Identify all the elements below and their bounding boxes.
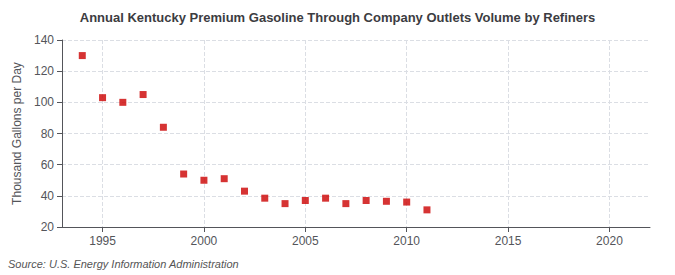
svg-text:Annual Kentucky Premium Gasoli: Annual Kentucky Premium Gasoline Through… (80, 10, 596, 25)
svg-text:Thousand Gallons per Day: Thousand Gallons per Day (10, 62, 24, 205)
svg-text:2015: 2015 (495, 234, 522, 248)
svg-text:2020: 2020 (596, 234, 623, 248)
svg-text:1995: 1995 (89, 234, 116, 248)
svg-text:80: 80 (41, 127, 55, 141)
svg-text:2000: 2000 (191, 234, 218, 248)
svg-text:40: 40 (41, 189, 55, 203)
svg-text:120: 120 (34, 64, 54, 78)
svg-text:2010: 2010 (393, 234, 420, 248)
svg-text:Source: U.S. Energy Informatio: Source: U.S. Energy Information Administ… (8, 258, 239, 270)
svg-text:60: 60 (41, 158, 55, 172)
svg-text:100: 100 (34, 95, 54, 109)
svg-text:2005: 2005 (292, 234, 319, 248)
svg-text:140: 140 (34, 33, 54, 47)
svg-text:20: 20 (41, 220, 55, 234)
